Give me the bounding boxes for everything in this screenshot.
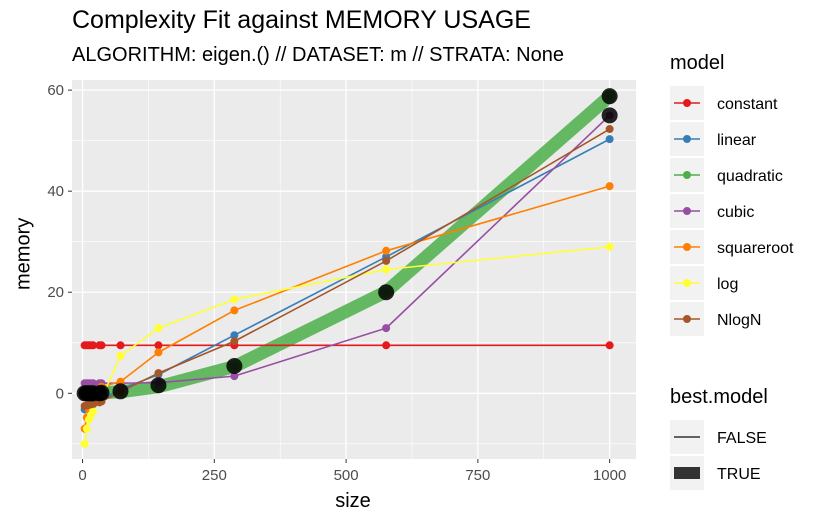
observed-point [112, 383, 129, 400]
chart-title: Complexity Fit against MEMORY USAGE [72, 6, 531, 34]
legend-label-constant: constant [717, 96, 778, 113]
point-nlogn [89, 399, 98, 408]
panel-background [72, 80, 636, 459]
x-axis-label: size [335, 490, 371, 512]
chart-subtitle: ALGORITHM: eigen.() // DATASET: m // STR… [72, 44, 564, 66]
point-squareroot [382, 246, 391, 255]
legend-label-nlogn: NlogN [717, 312, 761, 329]
legend-key-point [683, 135, 691, 143]
observed-point [93, 384, 110, 401]
point-log [89, 406, 98, 415]
point-constant [154, 341, 163, 350]
y-tick-label: 40 [47, 183, 64, 200]
observed-point [601, 107, 618, 124]
point-log [82, 424, 91, 433]
x-tick-label: 750 [465, 467, 490, 484]
legend-label-quadratic: quadratic [717, 168, 783, 185]
legend-label-cubic: cubic [717, 204, 754, 221]
point-log [154, 324, 163, 333]
legend-model-title: model [670, 52, 725, 74]
legend-label-log: log [717, 276, 738, 293]
point-constant [605, 341, 614, 350]
observed-point [378, 284, 395, 301]
x-tick-label: 250 [202, 467, 227, 484]
legend-key-point [683, 207, 691, 215]
point-nlogn [605, 125, 614, 134]
point-log [230, 295, 239, 304]
observed-point [226, 358, 243, 375]
point-constant [382, 341, 391, 350]
legend-best-title: best.model [670, 386, 768, 408]
point-constant [89, 341, 98, 350]
point-linear [230, 331, 239, 340]
point-constant [116, 341, 125, 350]
point-log [80, 439, 89, 448]
legend-key-point [683, 279, 691, 287]
observed-point [150, 377, 167, 394]
observed-point [601, 88, 618, 105]
point-squareroot [230, 306, 239, 315]
point-nlogn [382, 256, 391, 265]
y-tick-label: 0 [56, 385, 64, 402]
x-tick-label: 500 [334, 467, 359, 484]
legend-key-point [683, 99, 691, 107]
legend-key-point [683, 315, 691, 323]
legend-label-best-true: TRUE [717, 466, 761, 483]
point-constant [97, 341, 106, 350]
point-log [382, 265, 391, 274]
point-cubic [230, 372, 239, 381]
point-linear [605, 135, 614, 144]
legend-key-point [683, 171, 691, 179]
point-log [116, 351, 125, 360]
legend-label-best-false: FALSE [717, 430, 767, 447]
point-nlogn [154, 369, 163, 378]
point-squareroot [154, 348, 163, 357]
y-tick-label: 20 [47, 284, 64, 301]
point-cubic [89, 379, 98, 388]
y-tick-label: 60 [47, 82, 64, 99]
point-squareroot [605, 182, 614, 191]
point-nlogn [230, 337, 239, 346]
legend-key-point [683, 243, 691, 251]
point-log [605, 242, 614, 251]
x-tick-label: 1000 [593, 467, 626, 484]
legend-label-linear: linear [717, 132, 757, 149]
x-tick-label: 0 [78, 467, 86, 484]
legend-label-squareroot: squareroot [717, 240, 794, 257]
point-cubic [382, 324, 391, 333]
